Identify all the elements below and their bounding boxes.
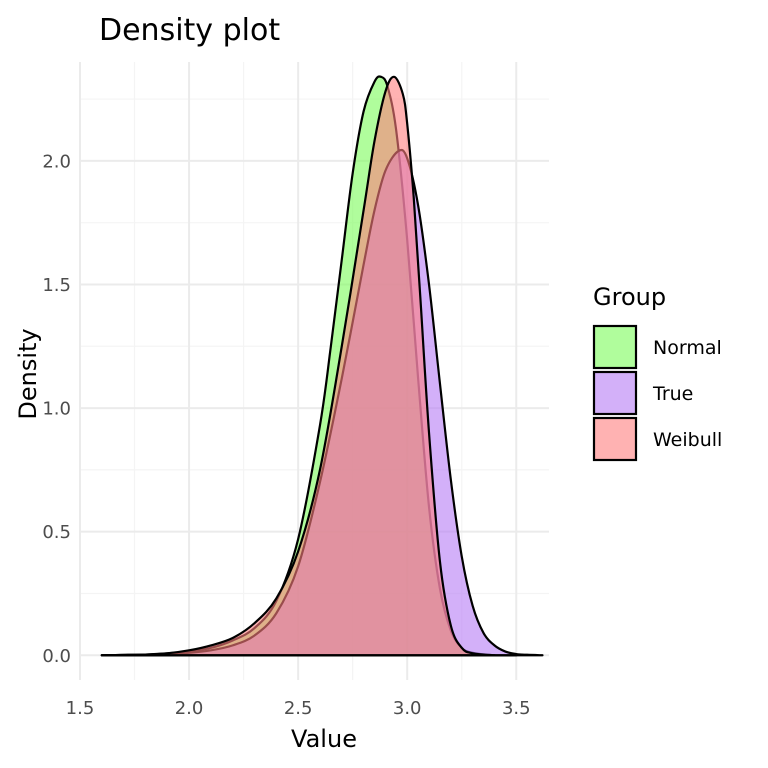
x-tick-label: 3.5 [502,698,531,719]
x-tick-label: 1.5 [66,698,95,719]
y-axis-title: Density [14,328,42,419]
legend-label-true: True [652,383,693,405]
y-axis-ticks: 0.0 0.5 1.0 1.5 2.0 [42,151,71,666]
x-axis-ticks: 1.5 2.0 2.5 3.0 3.5 [66,698,531,719]
x-tick-label: 3.0 [393,698,422,719]
y-tick-label: 0.0 [42,646,71,667]
x-tick-label: 2.0 [175,698,204,719]
legend: Group Normal True Weibull [592,283,722,462]
legend-label-weibull: Weibull [653,429,722,451]
legend-label-normal: Normal [653,337,722,359]
density-area-weibull [100,75,496,657]
y-tick-label: 1.0 [42,399,71,420]
x-tick-label: 2.5 [284,698,313,719]
x-axis-title: Value [291,725,357,753]
y-tick-label: 0.5 [42,522,71,543]
legend-key-weibull [592,416,638,462]
legend-key-true [592,370,638,416]
y-tick-label: 2.0 [42,151,71,172]
legend-title: Group [593,283,666,311]
density-areas [100,75,544,657]
y-tick-label: 1.5 [42,275,71,296]
plot-title: Density plot [99,13,280,48]
legend-key-normal [592,324,638,370]
